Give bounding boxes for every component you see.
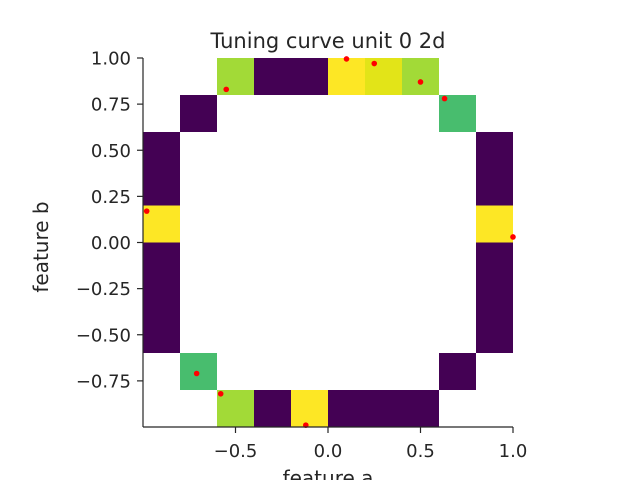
y-tick-label: 0.00 xyxy=(91,233,131,254)
sample-point xyxy=(441,95,448,102)
sample-point xyxy=(417,79,424,85)
y-tick-label: 0.50 xyxy=(91,141,131,162)
heatmap-cell xyxy=(476,316,513,354)
sample-point xyxy=(143,208,150,214)
y-tick-label: 0.75 xyxy=(91,95,131,116)
heatmap-cell xyxy=(476,242,513,280)
heatmap-cell xyxy=(291,58,328,95)
x-tick-label: 1.0 xyxy=(499,441,528,462)
heatmap-cell xyxy=(143,168,180,206)
sample-point xyxy=(371,60,378,67)
heatmap-cell xyxy=(439,353,476,391)
x-tick-label: −0.5 xyxy=(214,441,258,462)
heatmap-cell xyxy=(476,205,513,243)
heatmap-cell xyxy=(476,279,513,317)
heatmap-cell xyxy=(143,316,180,354)
heatmap-cell xyxy=(402,390,439,427)
y-tick-label: 0.25 xyxy=(91,187,131,208)
sample-point xyxy=(343,56,350,62)
y-tick-label: −0.75 xyxy=(76,371,131,392)
heatmap-cell xyxy=(143,131,180,169)
heatmap-cell xyxy=(365,58,402,95)
heatmap-cell xyxy=(402,58,439,95)
heatmap-cell xyxy=(365,390,402,427)
heatmap-cell xyxy=(291,390,328,427)
y-tick-label: −0.50 xyxy=(76,325,131,346)
sample-point xyxy=(217,390,224,397)
heatmap-cell xyxy=(254,390,291,427)
x-axis-label: feature a xyxy=(283,466,374,480)
chart-title: Tuning curve unit 0 2d xyxy=(209,29,445,53)
heatmap-cell xyxy=(328,58,365,95)
sample-point xyxy=(223,86,230,93)
heatmap-cell xyxy=(217,390,254,427)
sample-point xyxy=(193,370,200,377)
heatmap-cell xyxy=(143,242,180,280)
y-tick-label: −0.25 xyxy=(76,279,131,300)
heatmap-cell xyxy=(180,94,217,132)
x-tick-label: 0.5 xyxy=(406,441,435,462)
heatmap-cell xyxy=(476,131,513,169)
x-tick-label: 0.0 xyxy=(314,441,343,462)
y-ticks: 1.00 0.75 0.50 0.25 0.00 −0.25 −0.50 −0.75 xyxy=(76,49,143,392)
x-ticks: −0.5 0.0 0.5 1.0 xyxy=(214,427,528,462)
y-tick-label: 1.00 xyxy=(91,49,131,70)
heatmap-cell xyxy=(217,58,254,95)
heatmap-cell xyxy=(328,390,365,427)
sample-point xyxy=(510,234,516,240)
heatmap-cells xyxy=(143,58,513,427)
heatmap-cell xyxy=(254,58,291,95)
heatmap-cell xyxy=(476,168,513,206)
heatmap-cell xyxy=(143,279,180,317)
y-axis-label: feature b xyxy=(29,201,53,292)
